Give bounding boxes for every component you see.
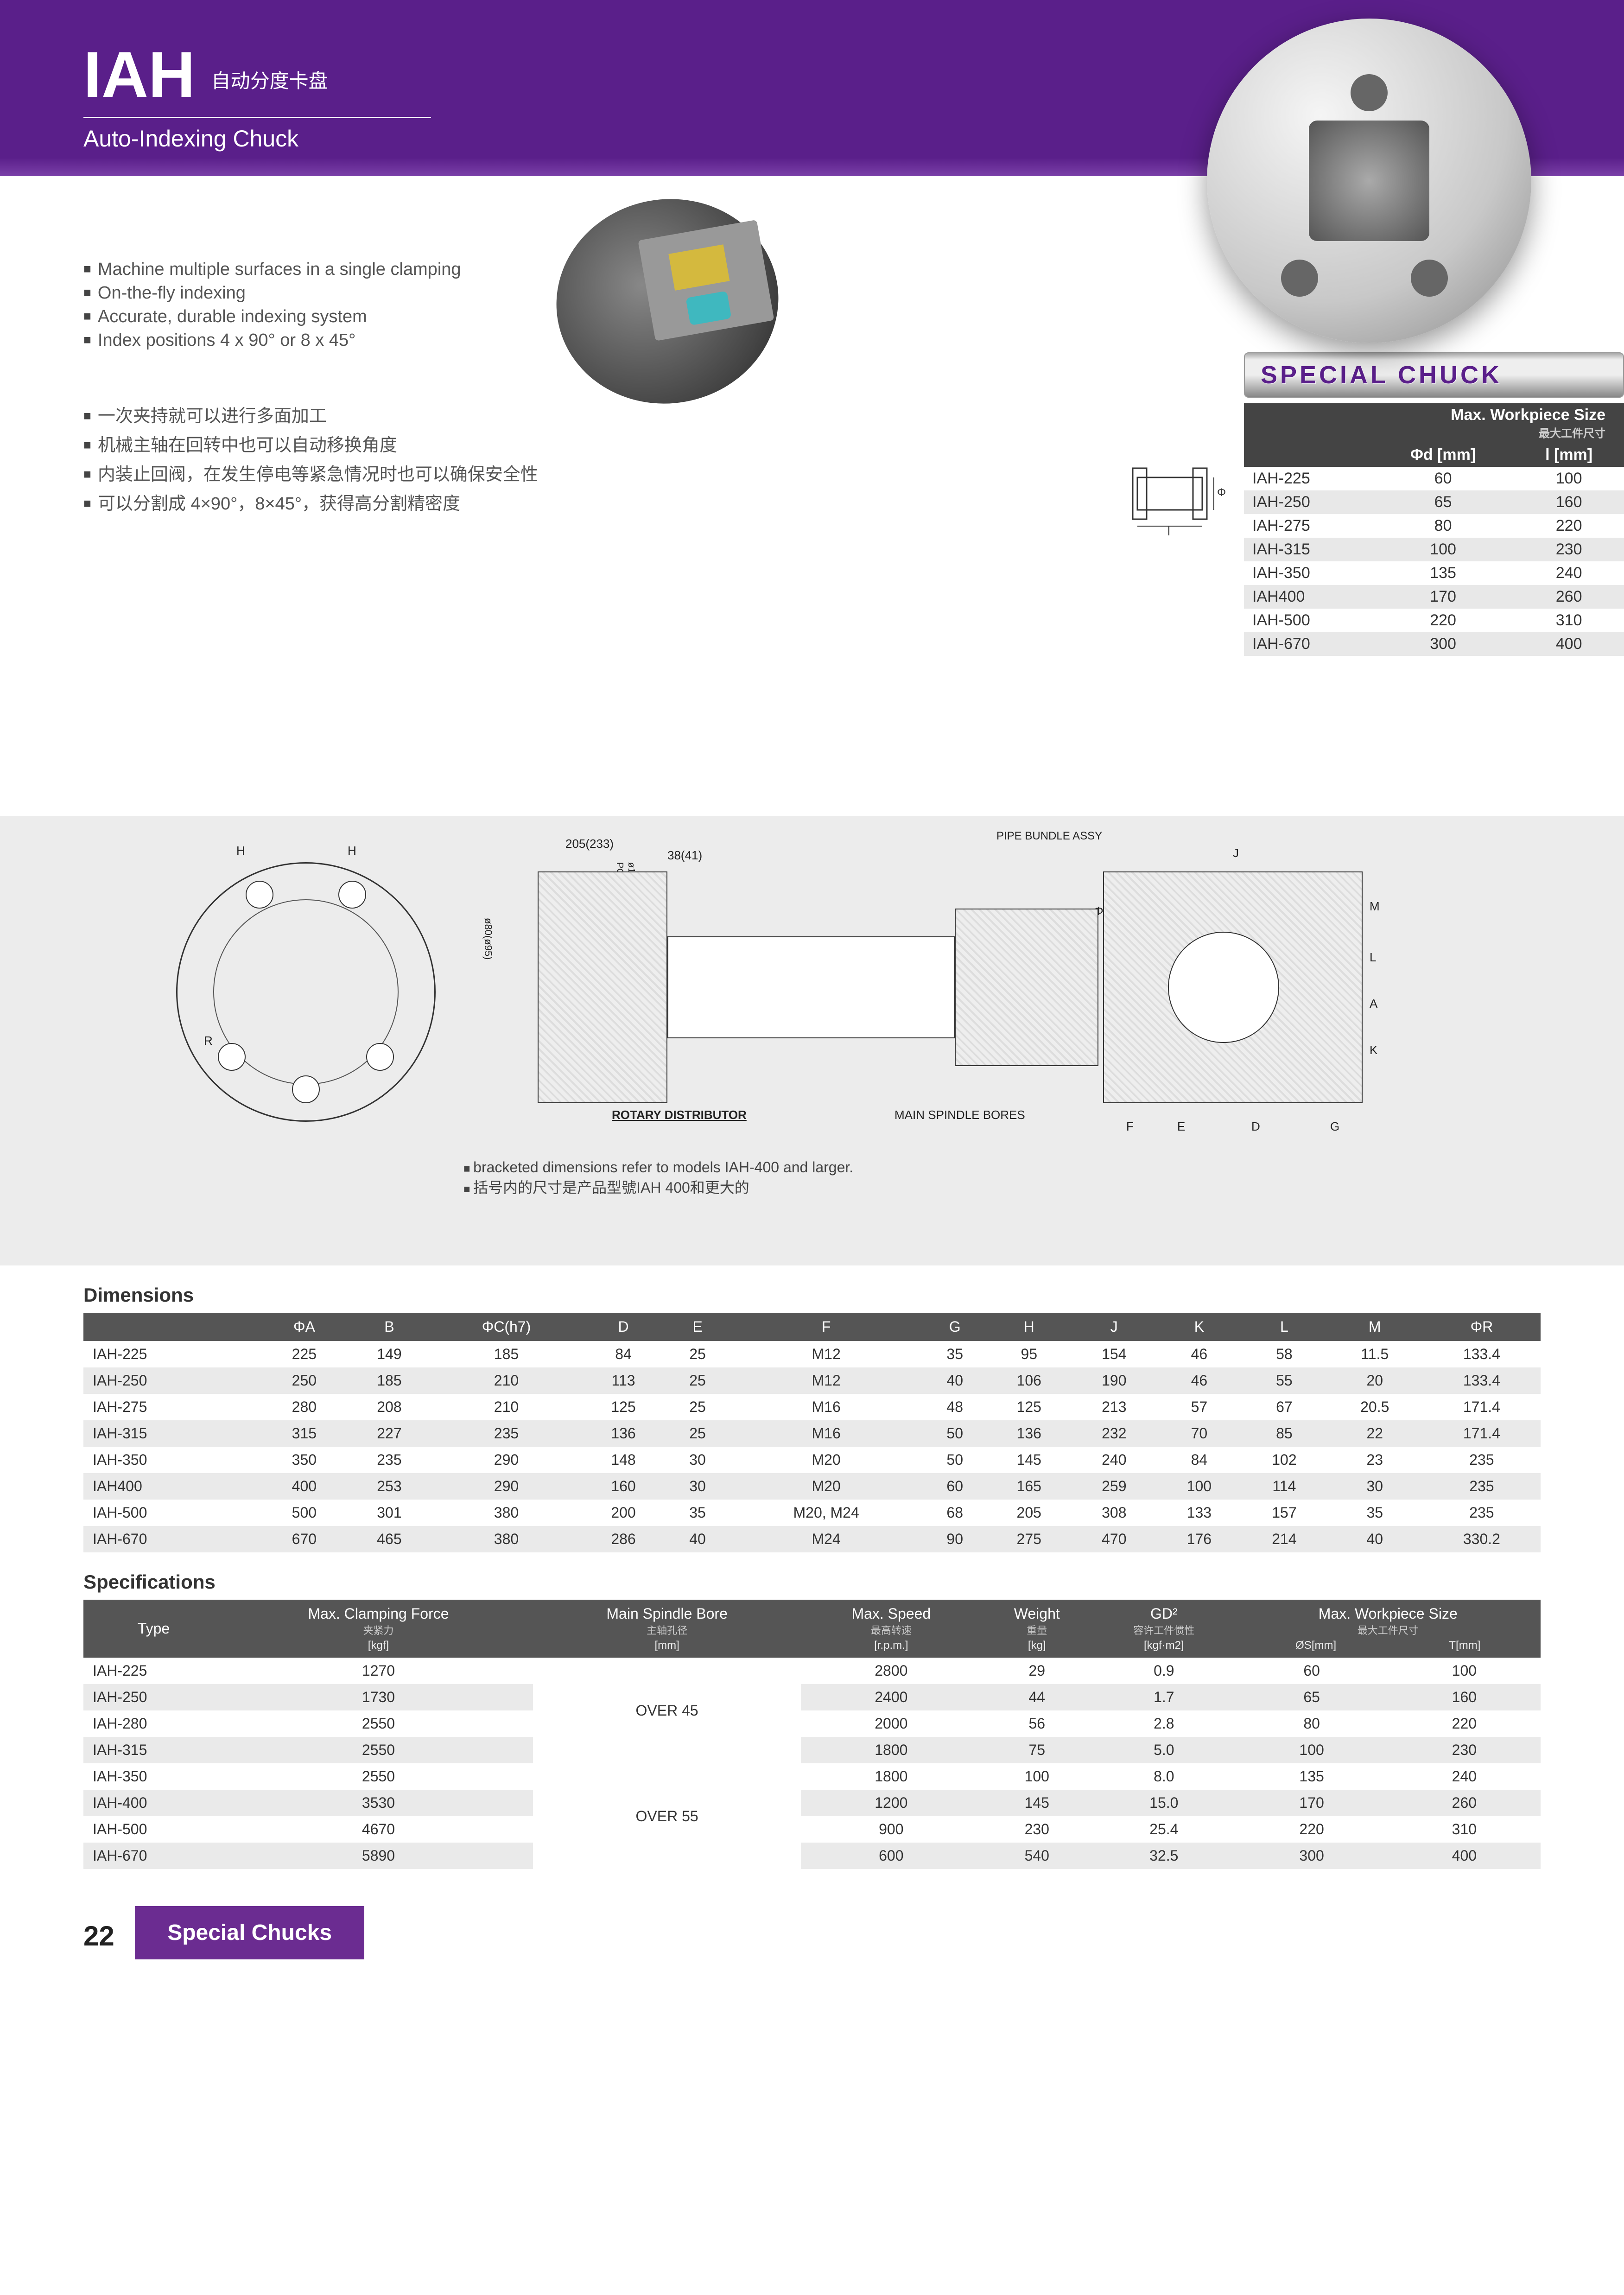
workpiece-diagram-icon: l Φd (1114, 450, 1225, 538)
table-row: IAH40040025329016030M2060165259100114302… (83, 1473, 1541, 1500)
specifications-title: Specifications (83, 1571, 1624, 1593)
table-row: IAH-3502550OVER 5518001008.0135240 (83, 1763, 1541, 1790)
dim-label: PIPE BUNDLE ASSY (996, 830, 1102, 843)
dim-label: R (204, 1034, 213, 1048)
dim-label: 205(233) (565, 837, 614, 851)
special-chuck-panel: SPECIAL CHUCK Max. Workpiece Size 最大工件尺寸… (1244, 352, 1624, 656)
rotary-distributor-label: ROTARY DISTRIBUTOR (612, 1108, 747, 1122)
product-name-cn: 自动分度卡盘 (211, 65, 328, 94)
col-h: l [mm] (1514, 443, 1624, 467)
dim-label: J (1233, 846, 1239, 860)
cutaway-illustration (556, 199, 811, 431)
table-row: IAH-500467090023025.4220310 (83, 1816, 1541, 1843)
table-row: IAH-315100230 (1244, 538, 1624, 561)
workpiece-size-table: Max. Workpiece Size 最大工件尺寸 Φd [mm] l [mm… (1244, 403, 1624, 656)
header-band: IAH 自动分度卡盘 Auto-Indexing Chuck (0, 0, 1624, 176)
table-row: IAH-67067046538028640M249027547017621440… (83, 1526, 1541, 1552)
col-h: Max. Speed最高转速[r.p.m.] (801, 1600, 981, 1658)
dim-label: A (1370, 997, 1377, 1011)
dim-label: 38(41) (667, 848, 702, 863)
col-h: Max. Clamping Force夹紧力[kgf] (224, 1600, 533, 1658)
dimensions-table: ΦABΦC(h7)DEFGHJKLMΦR IAH-225225149185842… (83, 1313, 1541, 1552)
dim-label: L (1370, 950, 1376, 965)
technical-drawing: H H R 205(233) 38(41) PCD90(PCD110) ø100… (0, 816, 1624, 1265)
dim-label: H (348, 844, 356, 858)
col-h: Main Spindle Bore主轴孔径[mm] (533, 1600, 801, 1658)
footer: 22 Special Chucks (0, 1906, 1624, 1990)
col-h: Weight重量[kg] (981, 1600, 1092, 1658)
dim-label: F (1126, 1119, 1134, 1134)
dim-label: K (1370, 1043, 1377, 1057)
table-row: IAH400170260 (1244, 585, 1624, 609)
special-chuck-banner: SPECIAL CHUCK (1244, 352, 1624, 398)
page-number: 22 (83, 1920, 114, 1952)
col-h: Φd [mm] (1372, 443, 1514, 467)
dim-label: G (1330, 1119, 1339, 1134)
svg-text:Φd: Φd (1217, 486, 1225, 499)
note-en: bracketed dimensions refer to models IAH… (463, 1159, 1541, 1176)
table-row: IAH-31531522723513625M165013623270852217… (83, 1420, 1541, 1447)
table-row: IAH-27528020821012525M1648125213576720.5… (83, 1394, 1541, 1420)
header-divider (83, 117, 431, 118)
col-h: GD²容许工件惯性[kgf·m2] (1092, 1600, 1235, 1658)
front-view-drawing: H H R (162, 848, 450, 1136)
table-row: IAH-25065160 (1244, 490, 1624, 514)
svg-text:l: l (1167, 524, 1170, 538)
col-h: Type (83, 1600, 224, 1658)
dim-label: E (1177, 1119, 1185, 1134)
table-row: IAH-25017302400441.765160 (83, 1684, 1541, 1710)
table-row: IAH-670300400 (1244, 632, 1624, 656)
product-code: IAH (83, 37, 195, 112)
note-cn: 括号内的尺寸是产品型號IAH 400和更大的 (463, 1176, 1541, 1197)
side-view-drawing: 205(233) 38(41) PCD90(PCD110) ø100(ø130)… (510, 844, 1390, 1140)
dim-label: D (1251, 1119, 1260, 1134)
table-row: IAH-50050030138020035M20, M2468205308133… (83, 1500, 1541, 1526)
table-row: IAH-2252251491858425M123595154465811.513… (83, 1341, 1541, 1367)
main-spindle-label: MAIN SPINDLE BORES (894, 1108, 1025, 1122)
table-row: IAH-670589060054032.5300400 (83, 1843, 1541, 1869)
table-row: IAH-22560100 (1244, 467, 1624, 490)
sc-title-cn: 最大工件尺寸 (1252, 424, 1605, 440)
table-row: IAH-25025018521011325M124010619046552013… (83, 1367, 1541, 1394)
dim-label: M (1370, 899, 1380, 914)
table-row: IAH-4003530120014515.0170260 (83, 1790, 1541, 1816)
dim-label: H (236, 844, 245, 858)
col-h: Max. Workpiece Size最大工件尺寸 ØS[mm] T[mm] (1236, 1600, 1541, 1658)
col-h (1244, 443, 1372, 467)
sc-title: Max. Workpiece Size (1451, 406, 1605, 424)
table-row: IAH-500220310 (1244, 609, 1624, 632)
dimensions-title: Dimensions (83, 1284, 1624, 1306)
table-row: IAH-27580220 (1244, 514, 1624, 538)
footer-tab: Special Chucks (135, 1906, 364, 1959)
table-row: IAH-350135240 (1244, 561, 1624, 585)
dim-label: ø80(ø95) (482, 918, 494, 960)
table-row: IAH-28025502000562.880220 (83, 1710, 1541, 1737)
product-photo (1207, 19, 1531, 343)
table-row: IAH-2251270OVER 452800290.960100 (83, 1658, 1541, 1684)
specifications-table: Type Max. Clamping Force夹紧力[kgf] Main Sp… (83, 1600, 1541, 1869)
table-row: IAH-31525501800755.0100230 (83, 1737, 1541, 1763)
table-row: IAH-35035023529014830M205014524084102232… (83, 1447, 1541, 1473)
drawing-note: bracketed dimensions refer to models IAH… (463, 1159, 1541, 1197)
